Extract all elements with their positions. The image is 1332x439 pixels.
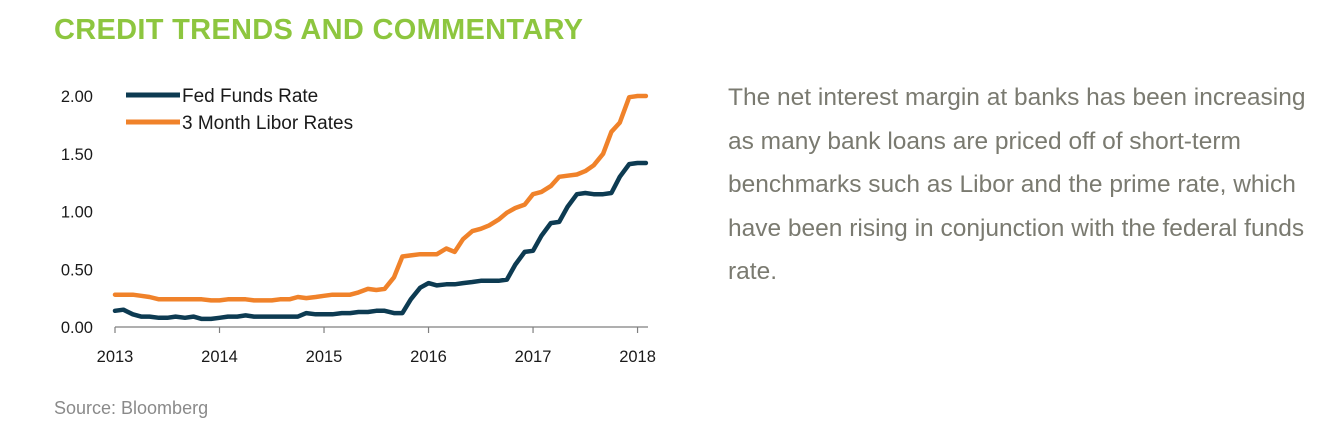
- commentary-text: The net interest margin at banks has bee…: [728, 84, 1306, 285]
- y-tick-labels: 0.00 0.50 1.00 1.50 2.00: [61, 88, 93, 337]
- series-line-fed-funds: [112, 160, 649, 322]
- y-tick-label: 0.50: [61, 261, 93, 279]
- y-tick-label: 2.00: [61, 88, 93, 106]
- legend-label-fed-funds: Fed Funds Rate: [182, 86, 318, 107]
- legend: Fed Funds Rate 3 Month Libor Rates: [126, 86, 353, 134]
- x-tick-label: 2015: [306, 348, 343, 366]
- x-tick-label: 2014: [201, 348, 238, 366]
- series-lines: [112, 93, 649, 322]
- y-tick-label: 0.00: [61, 319, 93, 337]
- section-title: CREDIT TRENDS AND COMMENTARY: [54, 14, 584, 46]
- series-line-libor: [112, 93, 649, 303]
- x-tick-labels: 2013 2014 2015 2016 2017 2018: [97, 348, 656, 366]
- x-tick-label: 2017: [515, 348, 552, 366]
- rate-line-chart: 0.000.501.001.502.00 2013 2014 2015 2016 201…: [61, 86, 656, 366]
- x-tick-label: 2018: [619, 348, 656, 366]
- y-tick-label: 1.00: [61, 204, 93, 222]
- x-tick-label: 2016: [410, 348, 447, 366]
- source-note: Source: Bloomberg: [54, 398, 209, 418]
- y-tick-label: 1.50: [61, 146, 93, 164]
- x-tick-label: 2013: [97, 348, 134, 366]
- legend-label-libor: 3 Month Libor Rates: [182, 113, 353, 134]
- x-tick-marks: [114, 327, 639, 333]
